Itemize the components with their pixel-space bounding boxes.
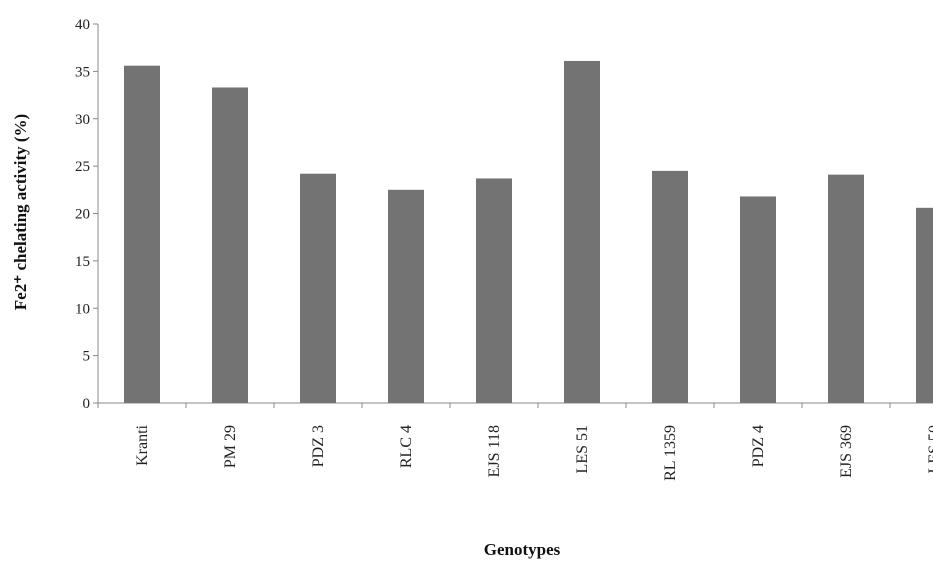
- y-tick-label: 5: [83, 349, 91, 365]
- category-label: PDZ 4: [750, 425, 767, 467]
- x-axis-title: Genotypes: [484, 540, 561, 559]
- category-labels: Kranti PM 29 PDZ 3 RLC 4 EJS 118 LES 51 RL 135…: [134, 424, 933, 480]
- bar-rl-1359: [652, 170, 688, 403]
- y-tick-label: 0: [83, 396, 91, 412]
- bar-kranti: [124, 65, 160, 403]
- category-label: RLC 4: [398, 425, 415, 468]
- y-axis-title: Fe2⁺ chelating activity (%): [11, 114, 30, 310]
- y-tick-label: 30: [75, 112, 90, 128]
- category-label: LES 50: [926, 425, 933, 473]
- y-tick-label: 10: [75, 301, 90, 317]
- bars: [124, 60, 933, 404]
- bar-pm-29: [212, 87, 248, 404]
- y-tick-label: 20: [75, 207, 90, 223]
- category-label: EJS 369: [838, 425, 855, 478]
- y-tick-label: 40: [75, 17, 90, 33]
- category-label: LES 51: [574, 425, 591, 473]
- bar-ejs-118: [476, 178, 512, 403]
- bar-pdz-3: [300, 173, 336, 403]
- category-label: PM 29: [222, 425, 239, 468]
- category-label: EJS 118: [486, 425, 503, 477]
- x-axis: [97, 402, 933, 408]
- y-tick-label: 15: [75, 254, 90, 270]
- bar-les-51: [564, 60, 600, 403]
- y-tick-label: 35: [75, 64, 90, 80]
- category-label: PDZ 3: [310, 425, 327, 467]
- bar-ejs-369: [828, 174, 864, 403]
- y-axis: 0 5 10 15 20 25 30 35 40: [75, 17, 99, 412]
- y-tick-label: 25: [75, 159, 90, 175]
- bar-pdz-4: [740, 196, 776, 403]
- category-label: Kranti: [134, 424, 151, 465]
- category-label: RL 1359: [662, 425, 679, 481]
- bar-les-50: [916, 207, 933, 403]
- bar-rlc-4: [388, 189, 424, 403]
